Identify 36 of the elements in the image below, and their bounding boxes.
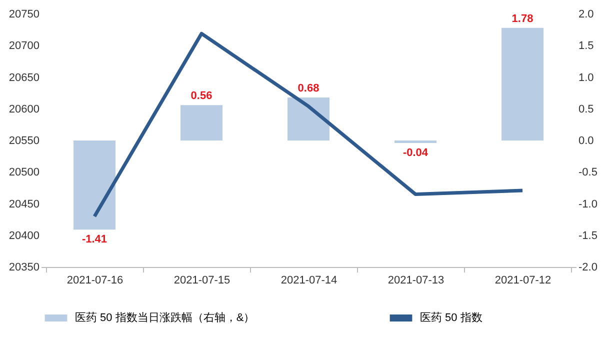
data-label: 1.78 [512,12,534,25]
y2-tick-label: -1.5 [578,230,598,242]
x-tick-label: 2021-07-14 [280,274,338,286]
data-label: -0.04 [402,147,429,160]
bar [394,140,436,144]
y2-tick-label: 0.0 [578,135,594,147]
y-tick-label: 20700 [8,40,40,52]
x-tick-label: 2021-07-16 [66,274,124,286]
bar [180,105,222,140]
legend-label: 医药 50 指数当日涨跌幅（右轴，&） [75,311,255,324]
x-tick-label: 2021-07-15 [174,274,230,286]
data-label: 0.56 [190,90,212,102]
y-tick-label: 20550 [8,135,40,147]
legend-label: 医药 50 指数 [420,311,482,324]
y2-tick-label: -0.5 [578,166,598,179]
data-label: -1.41 [82,234,108,246]
y-tick-label: 20650 [8,72,40,84]
y2-tick-label: -1.0 [578,198,598,210]
x-tick-label: 2021-07-13 [388,274,444,286]
y2-tick-label: 2.0 [578,8,594,20]
y-tick-label: 20750 [8,8,40,20]
bar [74,140,116,230]
y-tick-label: 20400 [8,230,40,242]
y2-tick-label: 0.5 [578,103,594,116]
y-tick-label: 20600 [8,103,40,116]
y-tick-label: 20450 [8,198,40,210]
y-tick-label: 20500 [8,166,40,179]
y-tick-label: 20350 [8,262,40,274]
y2-tick-label: 1.5 [578,40,594,52]
y2-tick-label: -2.0 [578,262,598,274]
data-label: 0.68 [298,82,320,94]
bar [288,97,330,140]
x-tick-label: 2021-07-12 [494,274,552,286]
y2-tick-label: 1.0 [578,72,594,84]
line-series [92,32,524,218]
bar [502,28,544,140]
